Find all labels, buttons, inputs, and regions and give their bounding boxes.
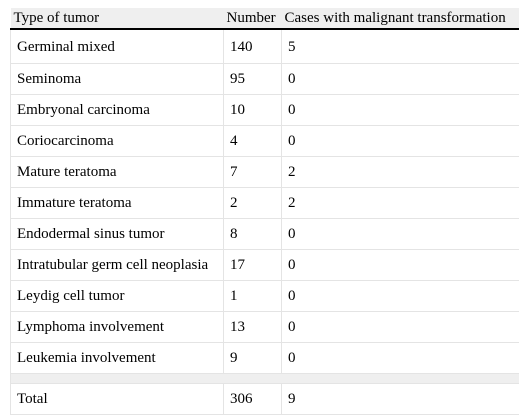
cell-type: Embryonal carcinoma — [10, 94, 224, 126]
cell-number: 17 — [223, 249, 282, 281]
cell-malignant: 0 — [281, 311, 519, 343]
total-label: Total — [10, 383, 224, 415]
cell-type: Seminoma — [10, 63, 224, 95]
table-row: Mature teratoma 7 2 — [10, 156, 519, 188]
tumor-table-container: Type of tumor Number Cases with malignan… — [10, 8, 519, 415]
header-number: Number — [223, 8, 282, 30]
table-row: Lymphoma involvement 13 0 — [10, 311, 519, 343]
cell-malignant: 0 — [281, 280, 519, 312]
table-body: Germinal mixed 140 5 Seminoma 95 0 Embry… — [10, 29, 519, 415]
total-row: Total 306 9 — [10, 383, 519, 415]
cell-number: 7 — [223, 156, 282, 188]
cell-number: 140 — [223, 29, 282, 64]
cell-malignant: 0 — [281, 125, 519, 157]
header-row: Type of tumor Number Cases with malignan… — [10, 8, 519, 30]
table-header: Type of tumor Number Cases with malignan… — [10, 8, 519, 30]
header-malignant-cases: Cases with malignant transformation — [281, 8, 519, 30]
cell-number: 13 — [223, 311, 282, 343]
cell-type: Endodermal sinus tumor — [10, 218, 224, 250]
table-row: Endodermal sinus tumor 8 0 — [10, 218, 519, 250]
cell-number: 95 — [223, 63, 282, 95]
cell-type: Germinal mixed — [10, 29, 224, 64]
cell-malignant: 0 — [281, 94, 519, 126]
table-row: Leydig cell tumor 1 0 — [10, 280, 519, 312]
cell-number: 4 — [223, 125, 282, 157]
table-row: Intratubular germ cell neoplasia 17 0 — [10, 249, 519, 281]
cell-number: 2 — [223, 187, 282, 219]
cell-number: 9 — [223, 342, 282, 374]
cell-malignant: 0 — [281, 342, 519, 374]
spacer-row — [10, 373, 519, 384]
table-row: Coriocarcinoma 4 0 — [10, 125, 519, 157]
table-row: Germinal mixed 140 5 — [10, 29, 519, 64]
cell-malignant: 2 — [281, 156, 519, 188]
cell-malignant: 2 — [281, 187, 519, 219]
table-row: Seminoma 95 0 — [10, 63, 519, 95]
cell-type: Immature teratoma — [10, 187, 224, 219]
table-row: Embryonal carcinoma 10 0 — [10, 94, 519, 126]
cell-malignant: 0 — [281, 249, 519, 281]
cell-type: Leukemia involvement — [10, 342, 224, 374]
cell-malignant: 0 — [281, 63, 519, 95]
cell-malignant: 0 — [281, 218, 519, 250]
cell-malignant: 5 — [281, 29, 519, 64]
cell-type: Leydig cell tumor — [10, 280, 224, 312]
tumor-table: Type of tumor Number Cases with malignan… — [10, 8, 519, 415]
cell-type: Coriocarcinoma — [10, 125, 224, 157]
cell-type: Mature teratoma — [10, 156, 224, 188]
table-row: Leukemia involvement 9 0 — [10, 342, 519, 374]
cell-number: 1 — [223, 280, 282, 312]
table-row: Immature teratoma 2 2 — [10, 187, 519, 219]
cell-type: Intratubular germ cell neoplasia — [10, 249, 224, 281]
total-malignant: 9 — [281, 383, 519, 415]
cell-type: Lymphoma involvement — [10, 311, 224, 343]
spacer-cell — [10, 373, 519, 384]
header-type-of-tumor: Type of tumor — [10, 8, 224, 30]
cell-number: 8 — [223, 218, 282, 250]
total-number: 306 — [223, 383, 282, 415]
cell-number: 10 — [223, 94, 282, 126]
